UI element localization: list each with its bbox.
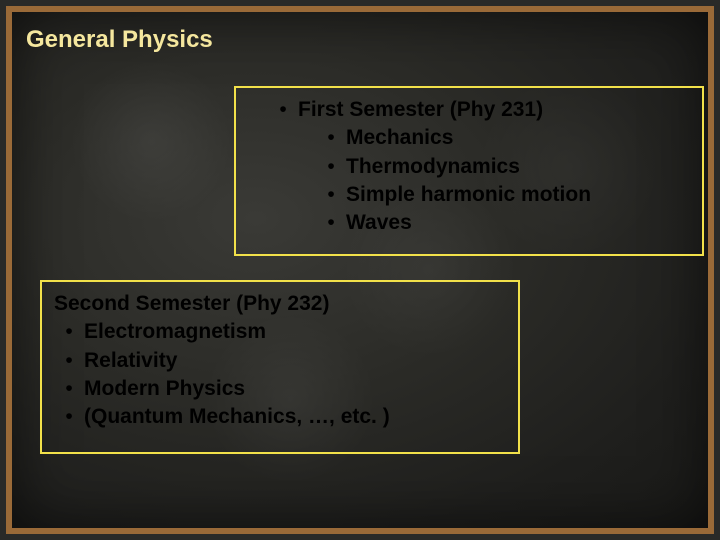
bullet-icon: • (316, 181, 346, 209)
list-item-label: Simple harmonic motion (346, 181, 702, 209)
chalkboard-frame: General Physics • First Semester (Phy 23… (6, 6, 714, 534)
bullet-icon: • (54, 403, 84, 431)
bullet-icon: • (54, 318, 84, 346)
list-item: • Mechanics (244, 124, 702, 152)
list-item: • Relativity (50, 347, 518, 375)
list-item-label: Thermodynamics (346, 153, 702, 181)
bullet-icon: • (316, 124, 346, 152)
bullet-icon: • (316, 209, 346, 237)
list-item: • Electromagnetism (50, 318, 518, 346)
list-item: • (Quantum Mechanics, …, etc. ) (50, 403, 518, 431)
first-semester-box: • First Semester (Phy 231) • Mechanics •… (234, 86, 704, 256)
first-semester-heading-text: First Semester (Phy 231) (298, 96, 702, 124)
list-item: • Simple harmonic motion (244, 181, 702, 209)
bullet-icon: • (316, 153, 346, 181)
list-item: • Waves (244, 209, 702, 237)
list-item-label: Waves (346, 209, 702, 237)
page-title: General Physics (26, 26, 213, 54)
second-semester-heading-text: Second Semester (Phy 232) (54, 290, 518, 318)
list-item-label: Electromagnetism (84, 318, 518, 346)
bullet-icon: • (54, 375, 84, 403)
bullet-icon: • (54, 347, 84, 375)
bullet-icon: • (268, 96, 298, 124)
list-item-label: Modern Physics (84, 375, 518, 403)
second-semester-box: Second Semester (Phy 232) • Electromagne… (40, 280, 520, 454)
second-semester-heading: Second Semester (Phy 232) (50, 290, 518, 318)
list-item-label: (Quantum Mechanics, …, etc. ) (84, 403, 518, 431)
list-item-label: Relativity (84, 347, 518, 375)
list-item-label: Mechanics (346, 124, 702, 152)
list-item: • Modern Physics (50, 375, 518, 403)
slide: General Physics • First Semester (Phy 23… (0, 0, 720, 540)
first-semester-heading: • First Semester (Phy 231) (244, 96, 702, 124)
list-item: • Thermodynamics (244, 153, 702, 181)
